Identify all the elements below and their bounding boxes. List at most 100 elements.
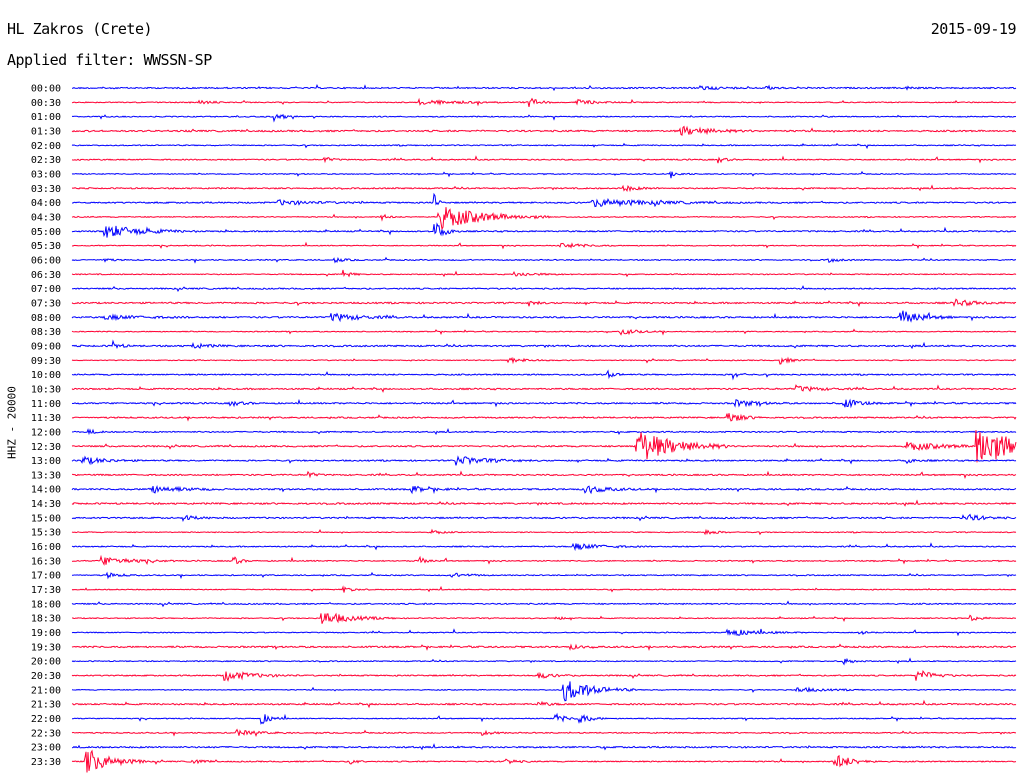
- trace-line: [71, 749, 1017, 773]
- trace-line: [71, 339, 1017, 350]
- trace-line: [71, 298, 1017, 308]
- time-label: 19:30: [31, 642, 61, 653]
- time-label: 20:30: [31, 671, 61, 682]
- trace-line: [71, 170, 1017, 179]
- time-label: 07:00: [31, 284, 61, 295]
- trace-line: [71, 657, 1017, 666]
- filter-label: Applied filter: WWSSN-SP: [7, 51, 212, 69]
- time-label: 19:00: [31, 628, 61, 639]
- time-label: 01:00: [31, 112, 61, 123]
- trace-line: [72, 84, 1017, 92]
- time-label: 06:00: [31, 255, 61, 266]
- trace-line: [71, 369, 1016, 381]
- time-label: 20:00: [31, 657, 61, 668]
- trace-line: [71, 97, 1016, 107]
- time-label: 22:00: [31, 714, 61, 725]
- trace-line: [71, 222, 1017, 238]
- time-label: 03:30: [31, 184, 61, 195]
- time-label: 17:00: [31, 571, 61, 582]
- trace-line: [72, 470, 1017, 479]
- time-label: 10:00: [31, 370, 61, 381]
- trace-line: [71, 554, 1017, 566]
- time-label: 11:00: [31, 399, 61, 410]
- time-label: 13:30: [31, 470, 61, 481]
- trace-line: [71, 356, 1017, 365]
- time-label: 14:00: [31, 485, 61, 496]
- time-label: 11:30: [31, 413, 61, 424]
- trace-line: [71, 413, 1017, 422]
- time-label: 15:00: [31, 513, 61, 524]
- time-label: 05:30: [31, 241, 61, 252]
- time-label: 00:30: [31, 98, 61, 109]
- time-label: 08:00: [31, 313, 61, 324]
- time-label: 17:30: [31, 585, 61, 596]
- trace-line: [71, 699, 1017, 709]
- station-title: HL Zakros (Crete): [7, 20, 153, 38]
- trace-line: [71, 712, 1017, 725]
- time-label: 21:30: [31, 700, 61, 711]
- time-label: 14:30: [31, 499, 61, 510]
- trace-line: [71, 743, 1017, 751]
- time-label: 12:00: [31, 427, 61, 438]
- time-label: 09:30: [31, 356, 61, 367]
- trace-line: [71, 485, 1017, 495]
- trace-line: [71, 600, 1016, 608]
- time-label: 22:30: [31, 728, 61, 739]
- trace-line: [71, 628, 1017, 637]
- time-label: 09:00: [31, 341, 61, 352]
- time-label: 04:30: [31, 212, 61, 223]
- trace-line: [71, 681, 1017, 702]
- trace-line: [71, 728, 1017, 737]
- time-label: 23:30: [31, 757, 61, 768]
- trace-line: [71, 142, 1017, 150]
- time-label: 18:00: [31, 599, 61, 610]
- trace-line: [71, 125, 1017, 136]
- time-label: 02:30: [31, 155, 61, 166]
- trace-line: [71, 455, 1017, 466]
- time-label: 00:00: [31, 84, 61, 95]
- trace-line: [72, 612, 1017, 624]
- time-label: 21:00: [31, 685, 61, 696]
- trace-line: [71, 155, 1016, 164]
- time-label: 18:30: [31, 614, 61, 625]
- trace-line: [71, 499, 1017, 507]
- trace-line: [71, 427, 1017, 436]
- time-label: 16:30: [31, 556, 61, 567]
- trace-line: [72, 192, 1017, 208]
- time-label: 03:00: [31, 169, 61, 180]
- time-label: 23:00: [31, 743, 61, 754]
- time-label: 06:30: [31, 270, 61, 281]
- date-label: 2015-09-19: [930, 20, 1017, 38]
- trace-line: [71, 207, 1017, 231]
- trace-line: [71, 571, 1017, 580]
- trace-line: [71, 643, 1017, 652]
- trace-line: [71, 670, 1017, 682]
- trace-line: [71, 398, 1017, 409]
- trace-line: [71, 241, 1017, 250]
- time-label: 13:00: [31, 456, 61, 467]
- trace-line: [71, 184, 1017, 193]
- trace-line: [71, 528, 1017, 536]
- time-label: 05:00: [31, 227, 61, 238]
- time-label: 10:30: [31, 384, 61, 395]
- trace-line: [71, 585, 1017, 593]
- trace-line: [71, 256, 1017, 264]
- time-label: 04:00: [31, 198, 61, 209]
- trace-line: [71, 310, 1017, 323]
- trace-line: [71, 328, 1017, 336]
- trace-line: [71, 542, 1016, 552]
- trace-line: [71, 285, 1017, 292]
- time-label: 12:30: [31, 442, 61, 453]
- time-label: 16:00: [31, 542, 61, 553]
- trace-line: [71, 269, 1017, 278]
- trace-line: [71, 513, 1017, 522]
- time-label: 01:30: [31, 126, 61, 137]
- time-label: 15:30: [31, 528, 61, 539]
- time-label: 02:00: [31, 141, 61, 152]
- time-label: 07:30: [31, 298, 61, 309]
- time-label: 08:30: [31, 327, 61, 338]
- trace-line: [71, 113, 1017, 123]
- trace-line: [71, 430, 1017, 463]
- trace-line: [71, 384, 1017, 393]
